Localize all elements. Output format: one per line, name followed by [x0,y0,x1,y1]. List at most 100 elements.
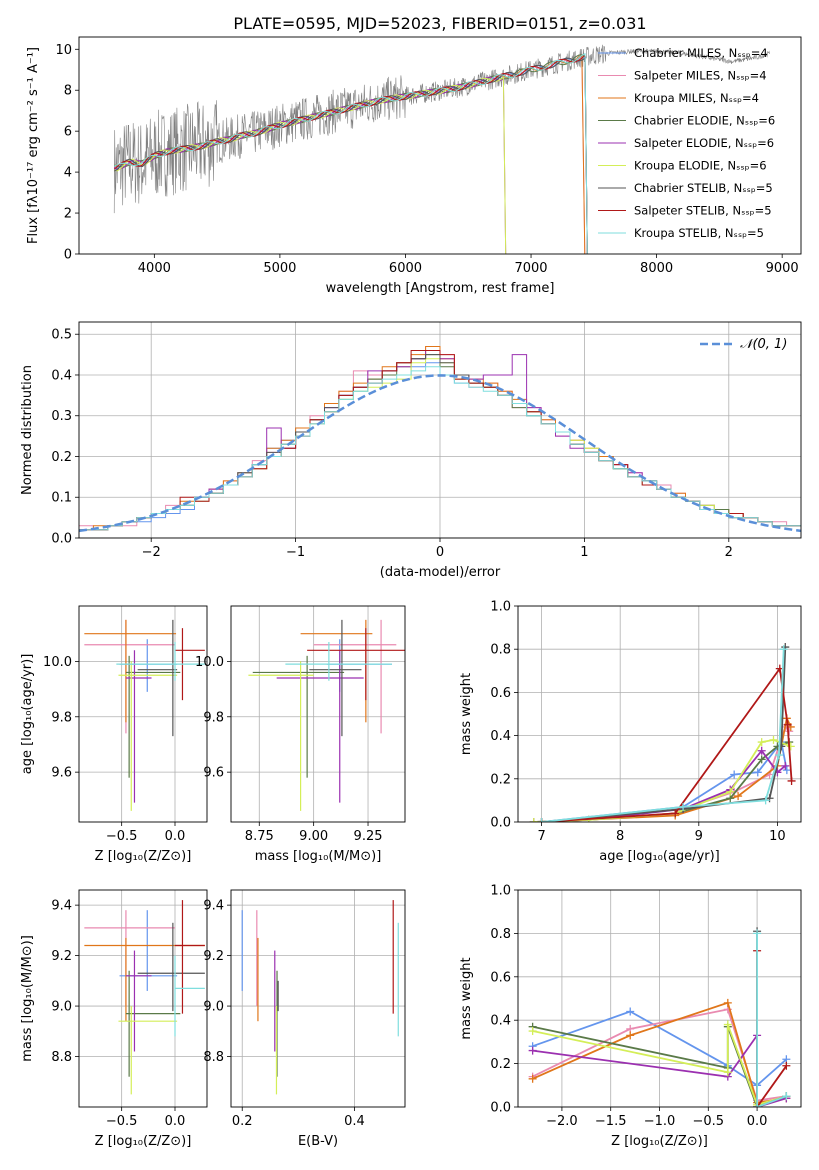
y-tick-label: 9.2 [51,949,72,964]
y-tick-label: 0 [64,248,72,263]
panel-age_vs_mass: 8.75 9.00 9.25 9.6 9.8 10.0 mass [log₁₀(M/M⊙)] [195,605,406,864]
histogram-9 [79,366,801,531]
weight-marker [730,770,739,779]
plot-area [231,606,405,822]
y-tick-label: 8.8 [203,1050,224,1065]
plot-area [79,322,801,538]
model-line-7 [113,57,588,254]
x-tick-label: 7 [537,829,545,844]
x-tick-label: 2 [725,545,733,560]
weight-marker [786,742,795,751]
y-tick-label: 0.2 [51,450,72,465]
y-axis-label: age [log₁₀(age/yr)] [20,654,35,775]
x-tick-label: 0.0 [747,1114,768,1129]
x-axis-label: E(B-V) [298,1134,338,1149]
panel-spectrum: 4000 5000 6000 7000 8000 9000 0 2 4 6 8 10 wavelengt… [26,36,802,296]
y-tick-label: 8 [64,84,72,99]
panel-mass_vs_ebv: 0.2 0.4 8.8 9.0 9.2 9.4 E(B-V) [203,889,406,1149]
weight-marker [726,787,735,796]
y-tick-label: 0.5 [51,328,72,343]
weight-marker [529,818,538,822]
y-tick-label: 0.4 [490,1014,511,1029]
weight-marker [757,738,766,747]
y-tick-label: 0.0 [51,532,72,547]
y-tick-label: 0.6 [490,970,511,985]
y-tick-label: 9.8 [203,710,224,725]
x-tick-label: −1.5 [595,1114,627,1129]
x-tick-label: −1 [286,545,305,560]
y-tick-label: 9.8 [51,710,72,725]
x-axis-label: wavelength [Angstrom, rest frame] [326,281,555,296]
panel-residuals: −2 −1 0 1 2 0.0 0.1 0.2 0.3 0.4 0.5 (data-model)/er… [20,321,802,580]
model-line-6 [114,76,507,254]
x-tick-label: 8 [616,829,624,844]
y-tick-label: 1.0 [490,600,511,615]
y-tick-label: 9.0 [51,1000,72,1015]
plot-area [79,890,207,1107]
legend-entry: Chabrier ELODIE, Nₛₛₚ=6 [634,114,775,128]
weight-marker [757,746,766,755]
weight-marker [723,1020,732,1029]
x-tick-label: −2.0 [546,1114,578,1129]
x-tick-label: −1.0 [644,1114,676,1129]
weight-marker [779,645,788,654]
legend-entry: Kroupa ELODIE, Nₛₛₚ=6 [634,159,767,173]
y-axis-label: mass weight [459,673,474,755]
weight-marker [753,768,762,777]
x-tick-label: 9.25 [354,829,383,844]
x-axis-label: mass [log₁₀(M/M⊙)] [255,849,382,864]
x-tick-label: 0.4 [344,1114,365,1129]
axes-frame [230,605,406,823]
plot-area [518,606,801,822]
weight-marker [626,1031,635,1040]
x-tick-label: 4000 [138,261,171,276]
x-tick-label: 1 [580,545,588,560]
weight-marker [528,1046,537,1055]
axes-frame [78,605,208,823]
weight-marker [761,796,770,805]
y-tick-label: 2 [64,207,72,222]
figure-title: PLATE=0595, MJD=52023, FIBERID=0151, z=0… [233,14,646,33]
model-line-9 [113,53,588,254]
x-axis-label: age [log₁₀(age/yr)] [599,849,720,864]
legend-entry: Salpeter STELIB, Nₛₛₚ=5 [634,204,772,218]
y-tick-label: 1.0 [490,884,511,899]
y-tick-label: 0.0 [490,816,511,831]
y-tick-label: 10.0 [195,655,224,670]
weight-marker [734,792,743,801]
weight-marker [787,776,796,785]
y-axis-label: Flux [fλ10⁻¹⁷ erg cm⁻² s⁻¹ A⁻¹] [26,47,41,244]
y-tick-label: 4 [64,166,72,181]
y-tick-label: 0.6 [490,686,511,701]
x-axis-label: Z [log₁₀(Z/Z⊙)] [95,849,192,864]
axes-frame [517,605,802,823]
y-tick-label: 0.8 [490,643,511,658]
y-tick-label: 0.0 [490,1101,511,1116]
y-axis-label: mass [log₁₀(M/M⊙)] [20,935,35,1062]
weight-marker [528,1074,537,1083]
weight-marker [753,929,762,938]
legend: Chabrier MILES, Nₛₛₚ=4 Salpeter MILES, Nₛ… [598,46,775,240]
panels: 4000 5000 6000 7000 8000 90000246810wavelengt… [20,36,802,1149]
x-tick-label: 5000 [263,261,296,276]
x-tick-label: −0.5 [106,1114,138,1129]
y-axis-label: mass weight [459,957,474,1039]
y-tick-label: 10.0 [43,655,72,670]
x-axis-label: (data-model)/error [380,565,501,580]
y-tick-label: 9.4 [51,899,72,914]
weight-marker [782,1061,791,1070]
y-tick-label: 9.6 [203,766,224,781]
x-tick-label: 9.00 [299,829,328,844]
axes-frame [517,889,802,1108]
weight-marker [723,998,732,1007]
weight-marker [783,720,792,729]
weight-marker [723,1068,732,1077]
panel-mass_weight_vs_age: 7 8 9 10 0.0 0.2 0.4 0.6 0.8 1.0 age [log₁₀(age/yr… [459,600,802,864]
weight-marker [781,761,790,770]
weight-marker [769,735,778,744]
axes-frame [230,889,406,1108]
x-tick-label: 9000 [766,261,799,276]
plot-area [518,890,801,1107]
